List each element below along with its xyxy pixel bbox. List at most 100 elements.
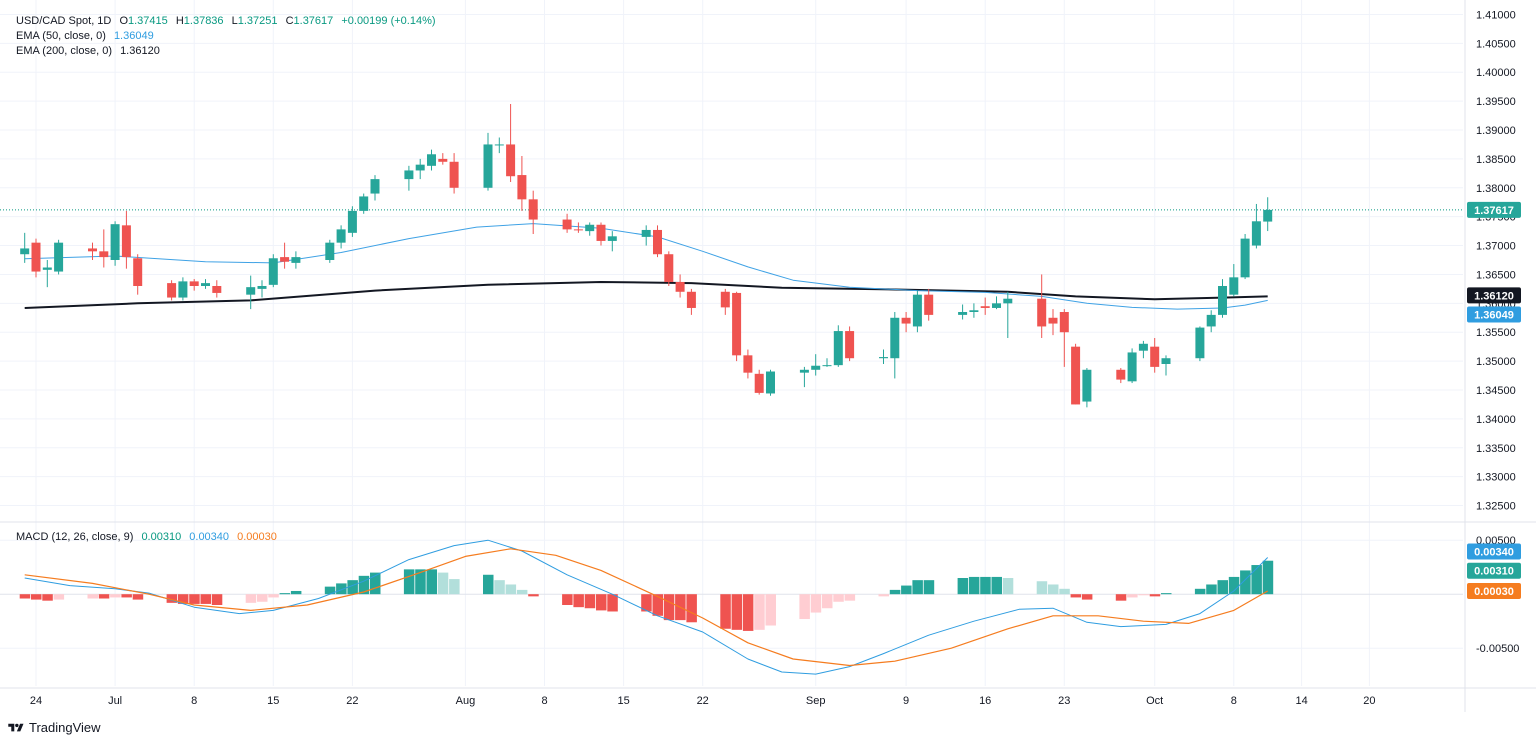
candle-bullish: [494, 137, 504, 154]
macd-signal-tag-text: 0.00030: [1474, 586, 1514, 598]
macd-hist-bar: [607, 594, 618, 612]
last-price-tag-text: 1.37617: [1474, 205, 1514, 217]
candle-body: [99, 251, 109, 258]
candle-body: [325, 242, 335, 260]
candle-bullish: [766, 369, 775, 396]
candle-body: [291, 257, 301, 263]
macd-hist-bar: [449, 579, 460, 595]
ohlc-close: C1.37617: [285, 15, 334, 27]
candle-body: [336, 229, 346, 243]
macd-hist-bar: [1206, 584, 1217, 595]
time-tick-label: 8: [191, 695, 197, 707]
candle-bullish: [291, 251, 301, 269]
candle-bullish: [1251, 203, 1261, 249]
ema50-label: EMA (50, close, 0): [16, 30, 106, 42]
candle-bullish: [1127, 348, 1137, 384]
candle-bearish: [438, 153, 448, 165]
brand-name: TradingView: [29, 720, 101, 735]
macd-legend[interactable]: MACD (12, 26, close, 9) 0.00310 0.00340 …: [16, 530, 282, 544]
candle-body: [415, 164, 425, 171]
symbol-title: USD/CAD Spot, 1D: [16, 15, 112, 27]
candle-body: [596, 224, 606, 241]
candle-bullish: [822, 358, 832, 367]
macd-hist-bar: [211, 594, 223, 605]
macd-hist-bar: [562, 594, 573, 605]
candle-bearish: [517, 156, 527, 211]
price-tick-label: 1.34500: [1476, 385, 1516, 397]
candle-bullish: [585, 222, 595, 236]
candle-bearish: [528, 190, 538, 234]
macd-hist-bar: [1138, 594, 1149, 596]
macd-hist-bar: [31, 594, 42, 600]
candle-bullish: [799, 366, 809, 388]
macd-hist-bar: [290, 590, 302, 595]
macd-hist-bar: [765, 594, 776, 626]
candle-body: [675, 281, 685, 292]
ema50-line: [24, 223, 1268, 310]
symbol-legend[interactable]: USD/CAD Spot, 1D O1.37415 H1.37836 L1.37…: [16, 14, 441, 28]
candle-bearish: [506, 104, 516, 182]
candle-bearish: [845, 326, 855, 362]
macd-hist-bar: [415, 569, 426, 595]
macd-hist-bar: [268, 594, 279, 598]
macd-hist-tag-bg: [1467, 562, 1521, 579]
candle-body: [664, 254, 674, 282]
macd-hist-bar: [245, 594, 257, 603]
candle-body: [1138, 343, 1148, 351]
macd-hist-bar: [1048, 584, 1059, 595]
candle-body: [641, 229, 651, 237]
candle-body: [924, 294, 934, 315]
macd-hist-bar: [1217, 580, 1228, 595]
candle-bearish: [924, 288, 934, 321]
candle-bearish: [31, 238, 41, 278]
candle-body: [766, 371, 775, 394]
candle-bearish: [596, 222, 606, 246]
macd-hist-bar: [652, 594, 663, 616]
ema50-legend[interactable]: EMA (50, close, 0) 1.36049: [16, 29, 159, 43]
ema200-legend[interactable]: EMA (200, close, 0) 1.36120: [16, 44, 165, 58]
candle-bearish: [1059, 309, 1069, 367]
time-tick-label: 15: [617, 695, 629, 707]
candle-bearish: [449, 153, 459, 194]
ema200-tag-text: 1.36120: [1474, 290, 1514, 302]
macd-hist-bar: [1127, 594, 1138, 598]
macd-hist-bar: [200, 594, 211, 604]
candle-bullish: [1229, 264, 1239, 297]
macd-hist-bar: [889, 589, 901, 595]
macd-hist-bar: [132, 594, 144, 600]
time-tick-label: 22: [697, 695, 709, 707]
candle-body: [517, 175, 527, 200]
candle-bearish: [1116, 368, 1126, 384]
candle-body: [958, 312, 968, 315]
candle-body: [212, 286, 222, 293]
candle-body: [653, 229, 662, 255]
macd-hist-tag: 0.00310: [1467, 562, 1521, 579]
candle-bullish: [201, 279, 210, 289]
time-tick-label: 24: [30, 695, 42, 707]
tradingview-brand[interactable]: TradingView: [8, 720, 101, 735]
time-tick-label: 16: [979, 695, 991, 707]
candle-bullish: [54, 239, 64, 275]
macd-hist-bar: [1161, 593, 1172, 595]
candle-bullish: [347, 206, 357, 237]
time-tick-label: 14: [1295, 695, 1307, 707]
time-tick-label: 22: [346, 695, 358, 707]
time-tick-label: 9: [903, 695, 909, 707]
candle-body: [890, 317, 900, 359]
candle-bearish: [754, 369, 764, 395]
candle-bullish: [833, 325, 843, 367]
candle-body: [1003, 298, 1013, 304]
candle-bearish: [720, 288, 730, 315]
macd-hist-bar: [19, 594, 31, 599]
price-tick-label: 1.35500: [1476, 327, 1516, 339]
price-tick-label: 1.41000: [1476, 9, 1516, 21]
macd-hist-bar: [257, 594, 268, 602]
price-tick-label: 1.38500: [1476, 154, 1516, 166]
candle-bullish: [110, 221, 120, 266]
macd-signal-value: 0.00030: [237, 531, 277, 543]
macd-hist-bar: [844, 594, 856, 601]
time-tick-label: 15: [267, 695, 279, 707]
candle-body: [980, 306, 990, 308]
